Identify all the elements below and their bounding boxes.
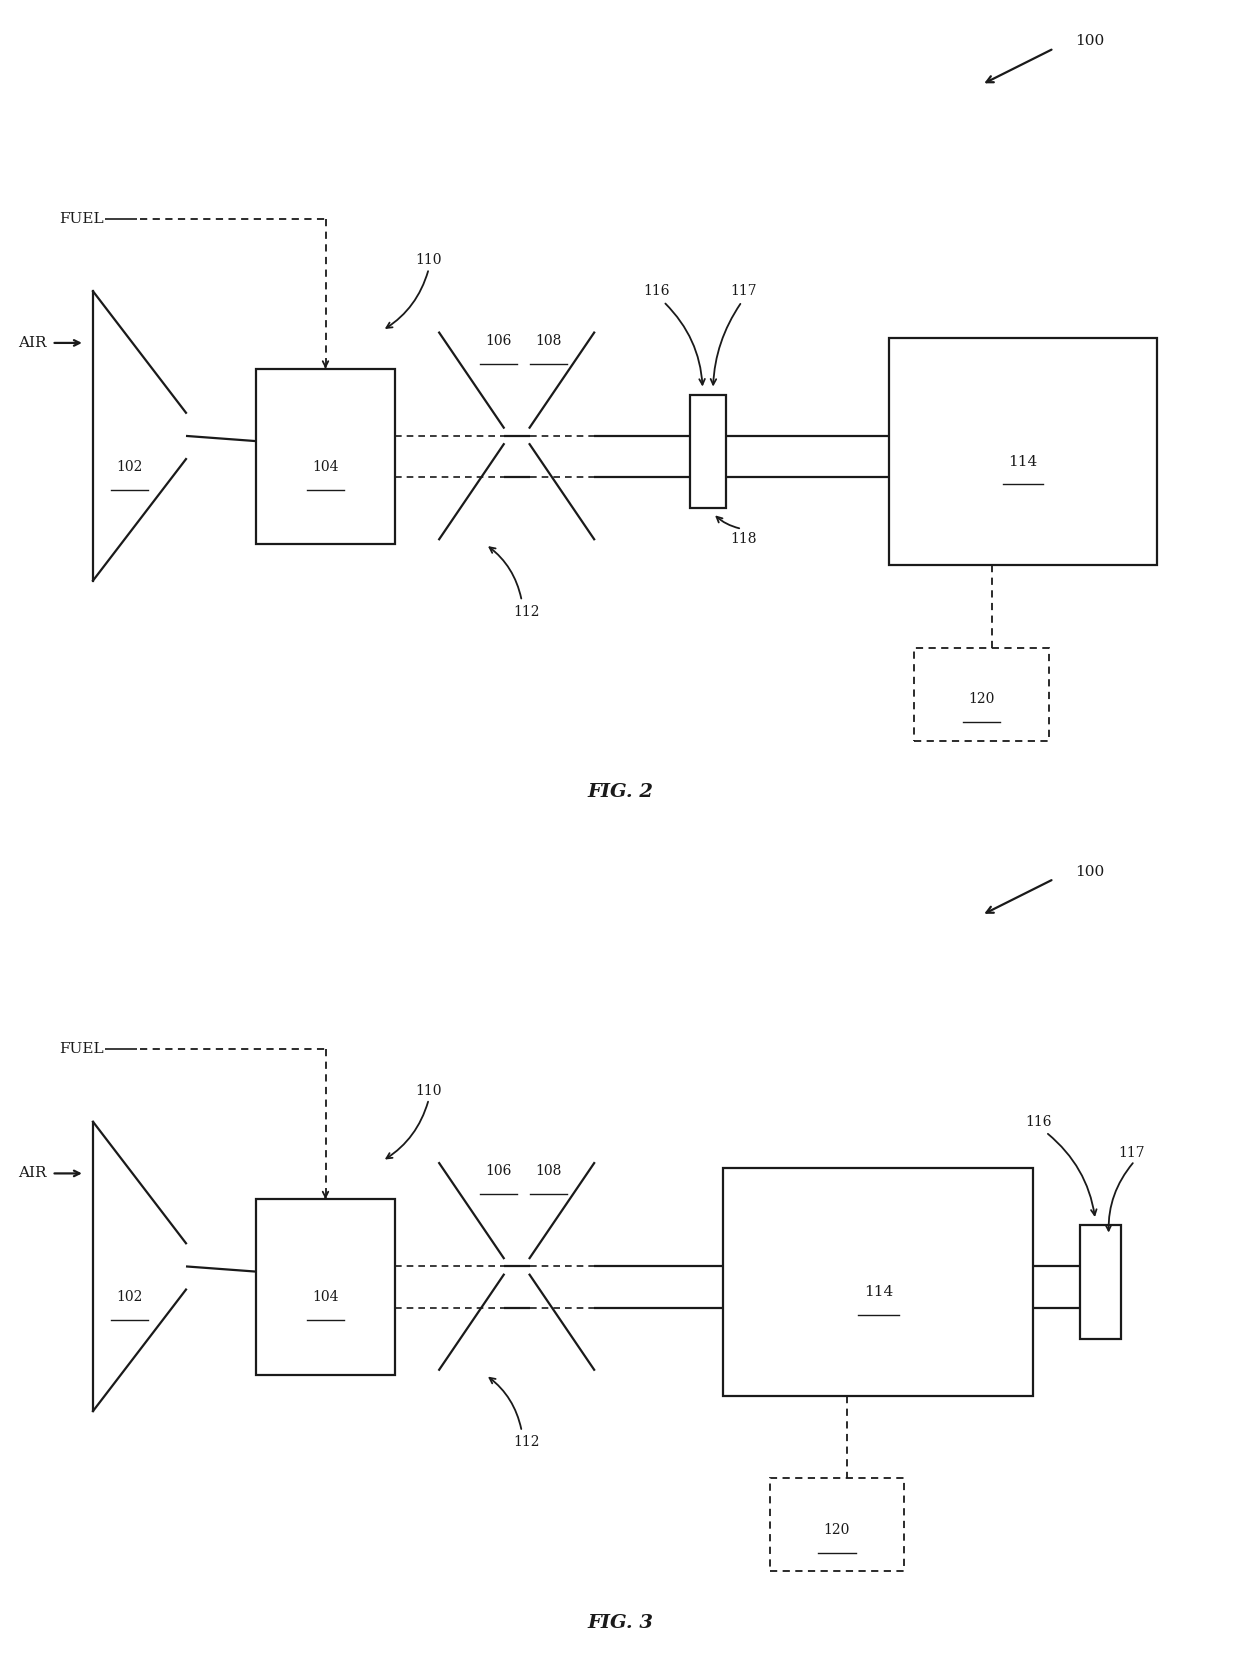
Text: 100: 100: [1075, 865, 1105, 879]
Text: FIG. 3: FIG. 3: [587, 1614, 653, 1631]
Text: 116: 116: [1025, 1115, 1052, 1129]
Bar: [914, 648, 1049, 741]
Text: 102: 102: [117, 460, 143, 473]
Text: 117: 117: [1118, 1146, 1145, 1159]
Text: FIG. 2: FIG. 2: [587, 784, 653, 801]
Text: AIR: AIR: [19, 336, 47, 350]
Bar: [770, 1478, 904, 1571]
Text: 116: 116: [642, 284, 670, 299]
Text: 114: 114: [864, 1286, 893, 1299]
Text: 120: 120: [823, 1523, 851, 1536]
Bar: [723, 1168, 1033, 1395]
Bar: [889, 337, 1157, 565]
Text: 106: 106: [485, 334, 512, 347]
Text: 112: 112: [513, 1435, 541, 1448]
Text: FUEL: FUEL: [58, 213, 103, 226]
Bar: [255, 369, 396, 545]
Text: 106: 106: [485, 1164, 512, 1178]
Text: 104: 104: [312, 460, 339, 473]
Text: 117: 117: [730, 284, 758, 299]
Text: 104: 104: [312, 1291, 339, 1304]
Text: 112: 112: [513, 605, 541, 618]
Text: 110: 110: [415, 1083, 443, 1098]
Text: 108: 108: [534, 334, 562, 347]
Text: AIR: AIR: [19, 1166, 47, 1181]
Bar: [255, 1199, 396, 1375]
Text: 102: 102: [117, 1291, 143, 1304]
Text: 120: 120: [968, 693, 994, 706]
Text: 108: 108: [534, 1164, 562, 1178]
Bar: [1080, 1226, 1121, 1339]
Text: 100: 100: [1075, 35, 1105, 48]
Text: 118: 118: [730, 532, 758, 546]
Bar: [689, 395, 725, 508]
Text: FUEL: FUEL: [58, 1043, 103, 1056]
Text: 114: 114: [1008, 455, 1038, 468]
Text: 110: 110: [415, 252, 443, 267]
